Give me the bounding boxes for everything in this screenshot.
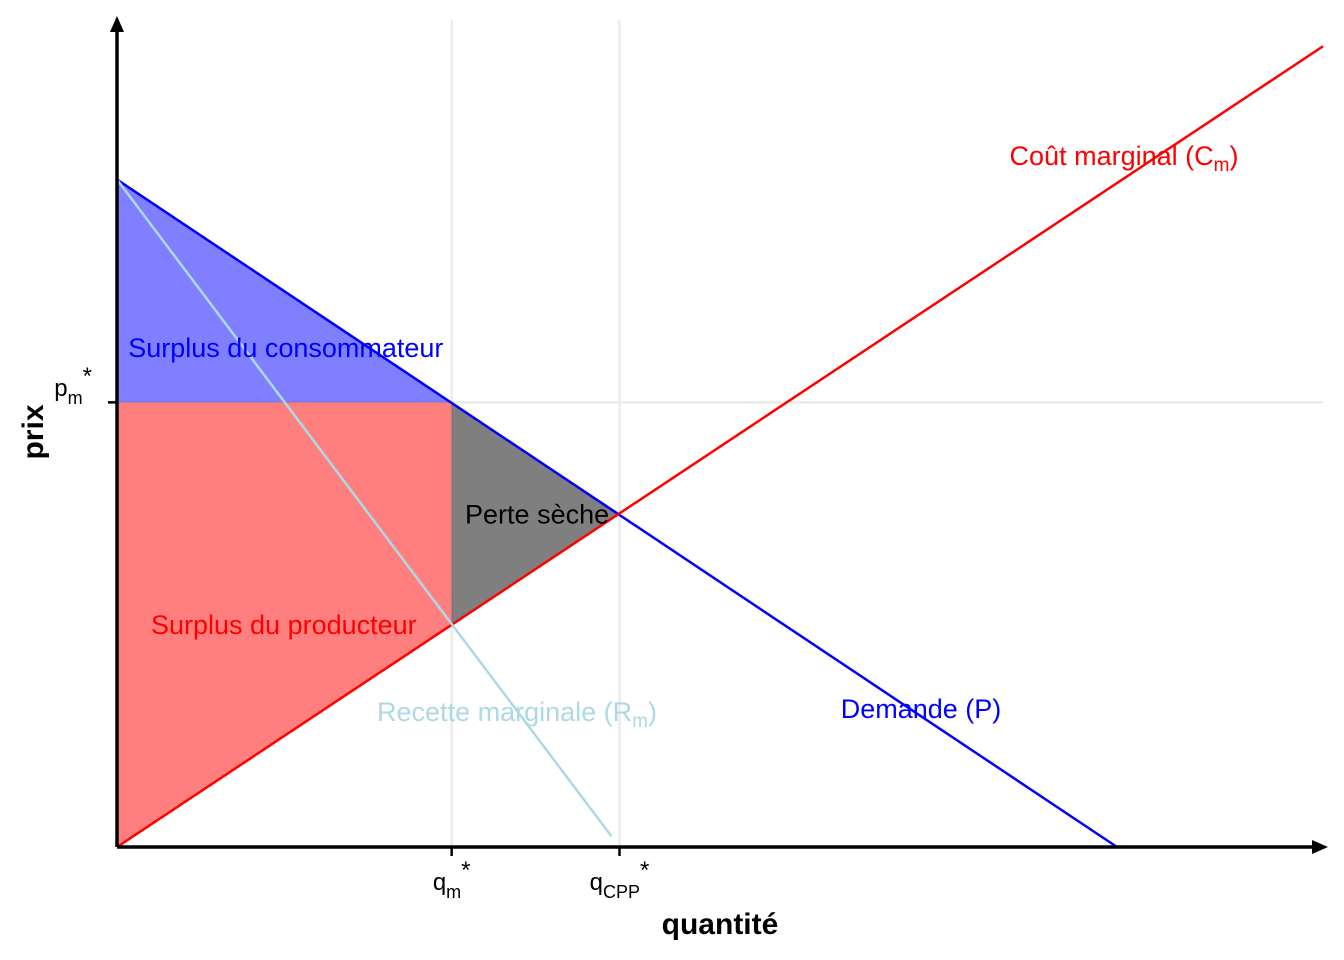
series-line-1 xyxy=(116,45,1324,849)
x-axis-title: quantité xyxy=(662,908,779,941)
y-axis-arrow xyxy=(110,16,124,32)
labels: qm* qCPP* pm* Surplus du consommateur Perte … xyxy=(54,141,1238,902)
annotation-2: Surplus du producteur xyxy=(151,610,417,640)
curves xyxy=(116,45,1324,849)
annotation-1: Perte sèche xyxy=(465,499,609,529)
series-line-0 xyxy=(116,178,1118,849)
x-tick-label-0: qm* xyxy=(433,857,471,902)
series-line-2 xyxy=(116,178,613,838)
axes xyxy=(108,16,1328,856)
y-tick-label-0: pm* xyxy=(54,363,92,408)
series-label-0: Demande (P) xyxy=(841,694,1002,724)
area-0 xyxy=(117,179,452,403)
x-axis-arrow xyxy=(1312,840,1328,854)
annotation-0: Surplus du consommateur xyxy=(128,333,443,363)
area-2 xyxy=(451,402,620,625)
series-label-2: Recette marginale (Rm) xyxy=(377,697,657,732)
series-label-1: Coût marginal (Cm) xyxy=(1010,141,1239,176)
y-axis-title: prix xyxy=(17,404,50,459)
x-tick-label-1: qCPP* xyxy=(590,857,650,902)
